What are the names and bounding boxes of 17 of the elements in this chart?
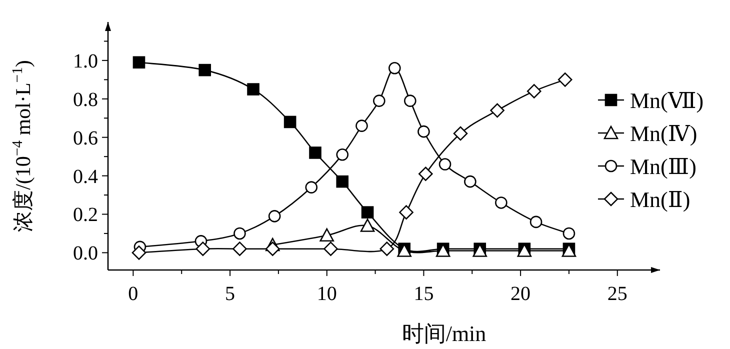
legend-label: Mn(Ⅲ) [630,154,696,179]
y-tick-label: 1.0 [73,50,98,72]
y-tick-label: 0.4 [73,166,98,188]
y-tick-label: 0.0 [73,242,98,265]
x-tick-label: 20 [510,283,531,305]
x-tick-label: 25 [607,283,628,305]
x-tick-label: 0 [128,283,138,305]
y-tick-label: 0.8 [73,88,98,111]
legend-label: Mn(Ⅳ) [630,121,698,146]
x-axis-title: 时间/min [402,321,486,346]
x-tick-label: 15 [414,283,434,305]
legend-label: Mn(Ⅱ) [630,187,690,212]
y-tick-label: 0.6 [73,127,98,150]
x-tick-label: 10 [316,283,337,305]
legend-label: Mn(Ⅶ) [630,88,704,113]
y-tick-label: 0.2 [73,204,98,226]
x-tick-label: 5 [225,283,236,305]
